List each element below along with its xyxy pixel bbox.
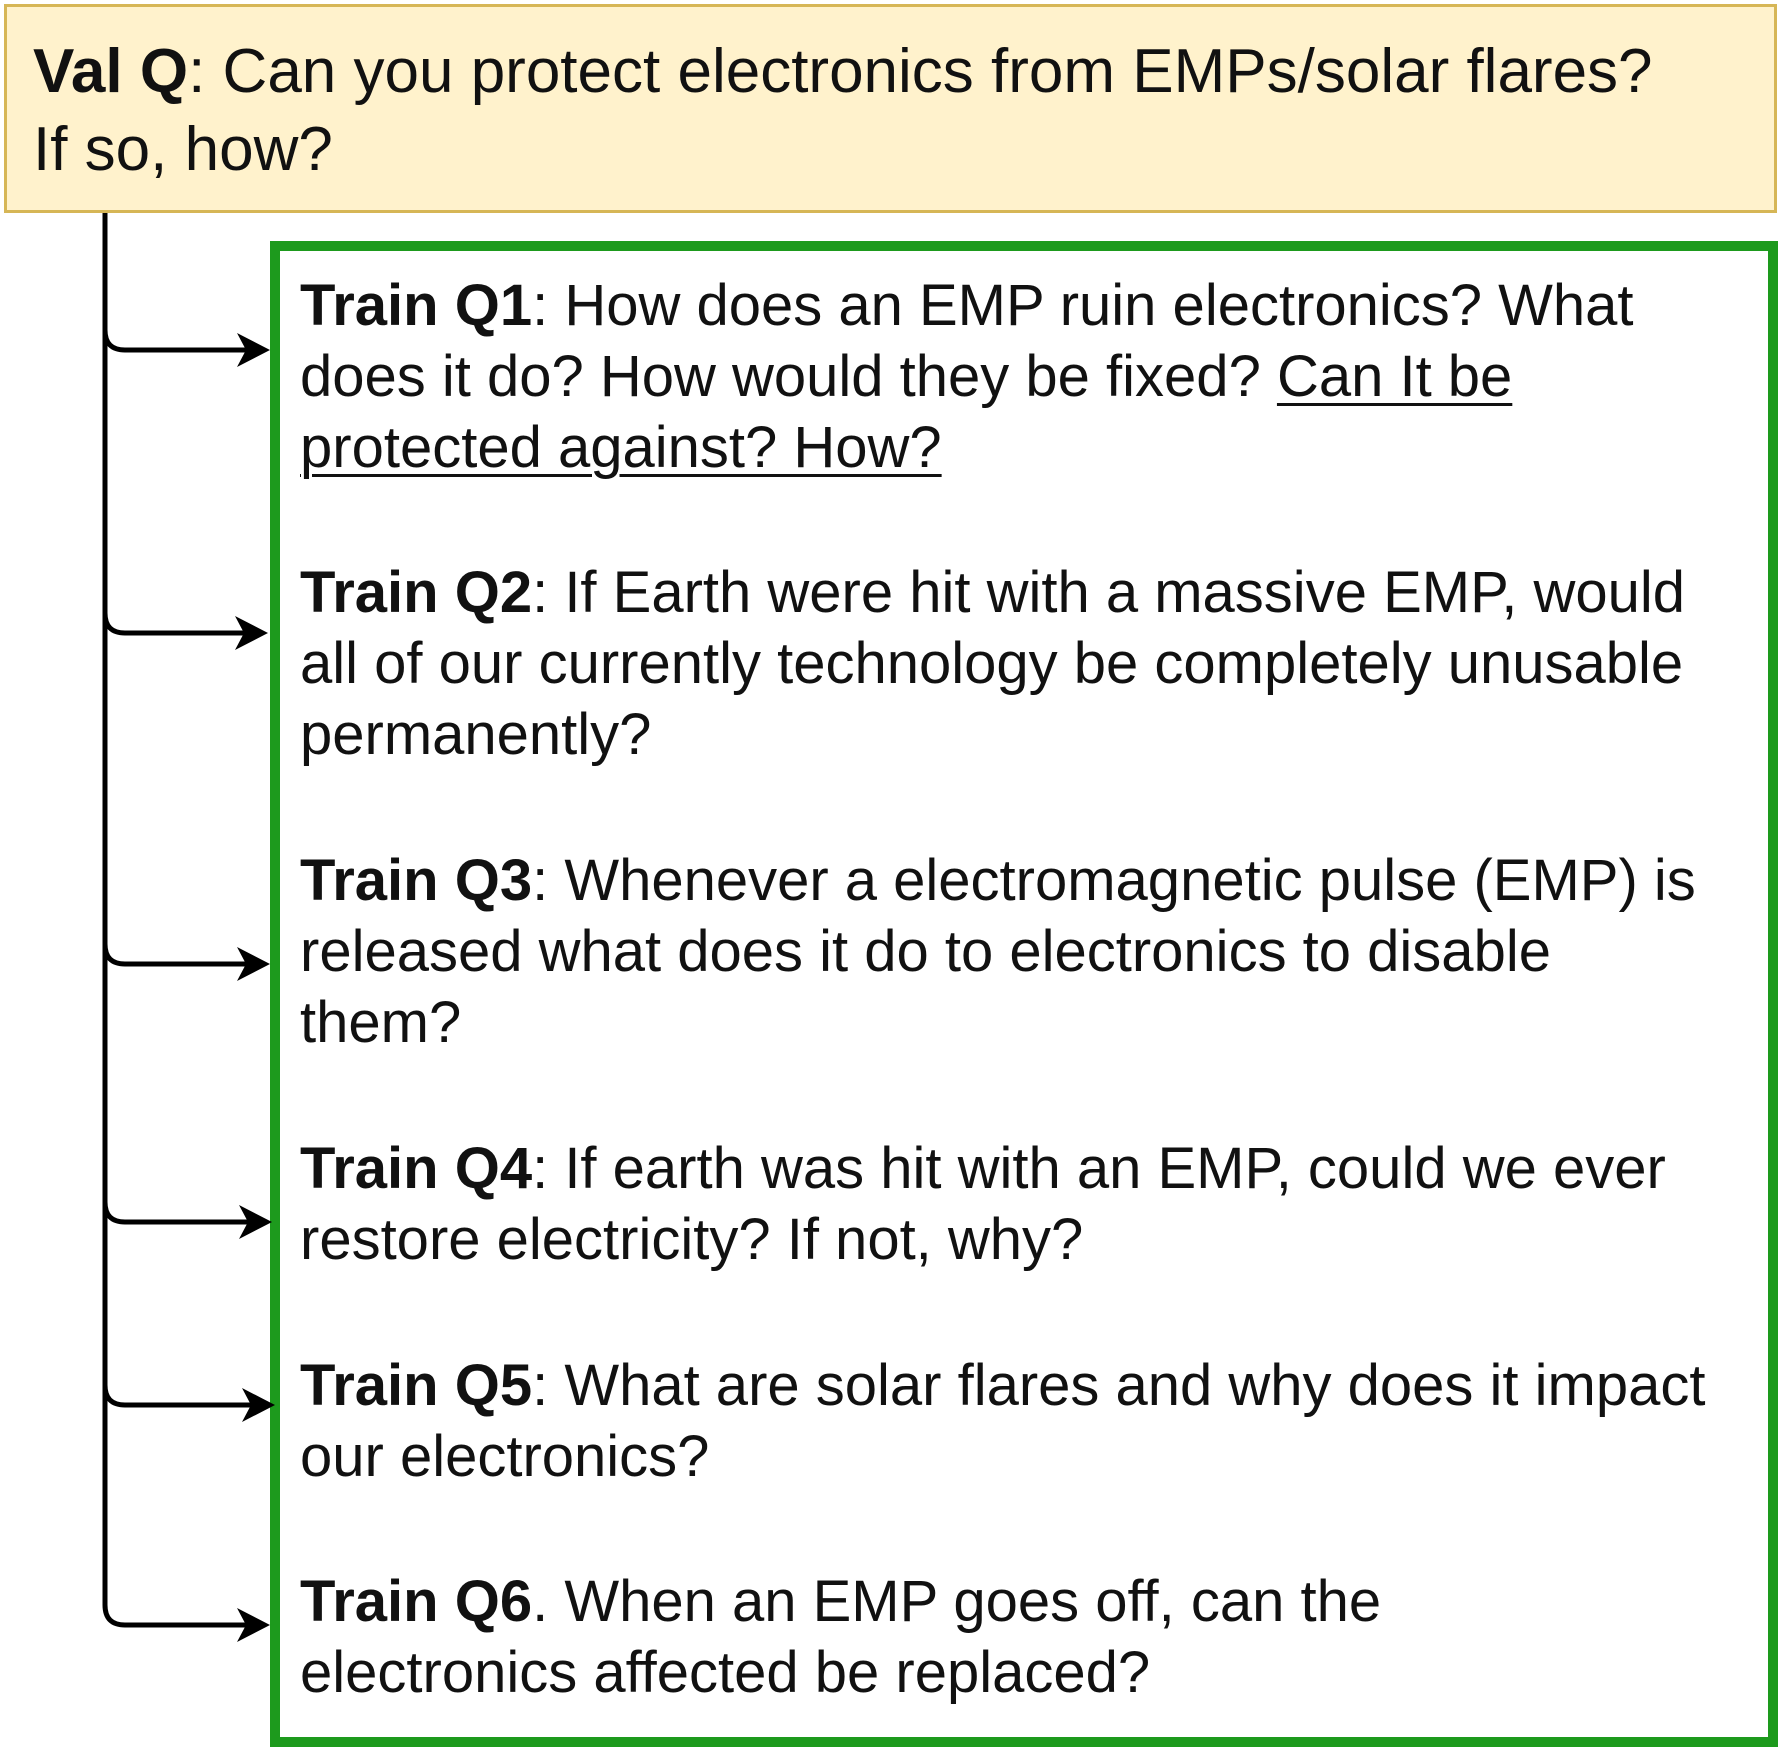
train-question-label: Train Q4 [300, 1136, 533, 1201]
train-question-label: Train Q1 [300, 273, 533, 338]
train-question-text: : Whenever a electromagnetic pulse (EMP)… [532, 848, 1696, 913]
train-question-text: our electronics? [300, 1424, 710, 1489]
train-question-6: Train Q6. When an EMP goes off, can the … [300, 1566, 1770, 1708]
arrow-6 [125, 1608, 270, 1642]
train-question-text: them? [300, 990, 462, 1055]
train-question-2: Train Q2: If Earth were hit with a massi… [300, 557, 1770, 770]
arrow-4 [102, 1201, 272, 1239]
train-question-text: . When an EMP goes off, can the [532, 1569, 1382, 1634]
train-question-text: released what does it do to electronics … [300, 919, 1551, 984]
train-question-label: Train Q3 [300, 848, 533, 913]
train-question-text: restore electricity? If not, why? [300, 1207, 1084, 1272]
val-question-label: Val Q [33, 37, 189, 106]
trunk-line [102, 213, 126, 1628]
train-question-label: Train Q2 [300, 560, 533, 625]
arrow-1 [102, 329, 270, 367]
train-question-text: all of our currently technology be compl… [300, 631, 1684, 696]
arrow-5 [102, 1384, 275, 1422]
train-question-text: : If earth was hit with an EMP, could we… [532, 1136, 1666, 1201]
val-question-text: : Can you protect electronics from EMPs/… [188, 37, 1653, 106]
train-question-text: permanently? [300, 702, 652, 767]
train-question-4: Train Q4: If earth was hit with an EMP, … [300, 1133, 1770, 1275]
train-question-underlined-text: Can It be [1276, 344, 1513, 409]
train-question-text: : How does an EMP ruin electronics? What [532, 273, 1634, 338]
train-question-text: : If Earth were hit with a massive EMP, … [532, 560, 1686, 625]
train-question-label: Train Q6 [300, 1569, 533, 1634]
train-question-text: does it do? How would they be fixed? [300, 344, 1277, 409]
train-question-text: : What are solar flares and why does it … [532, 1353, 1706, 1418]
arrow-3 [102, 943, 270, 981]
val-question-line-2: If so, how? [33, 115, 333, 184]
train-question-5: Train Q5: What are solar flares and why … [300, 1350, 1770, 1492]
train-question-3: Train Q3: Whenever a electromagnetic pul… [300, 845, 1770, 1058]
train-question-label: Train Q5 [300, 1353, 533, 1418]
arrow-2 [102, 612, 268, 650]
train-question-underlined-text: protected against? How? [300, 415, 942, 480]
train-question-1: Train Q1: How does an EMP ruin electroni… [300, 270, 1770, 483]
train-questions-box [270, 241, 1778, 1747]
train-question-text: electronics affected be replaced? [300, 1640, 1151, 1705]
val-question-box: Val Q: Can you protect electronics from … [4, 4, 1777, 213]
val-question-line-1: Val Q: Can you protect electronics from … [33, 33, 1750, 111]
